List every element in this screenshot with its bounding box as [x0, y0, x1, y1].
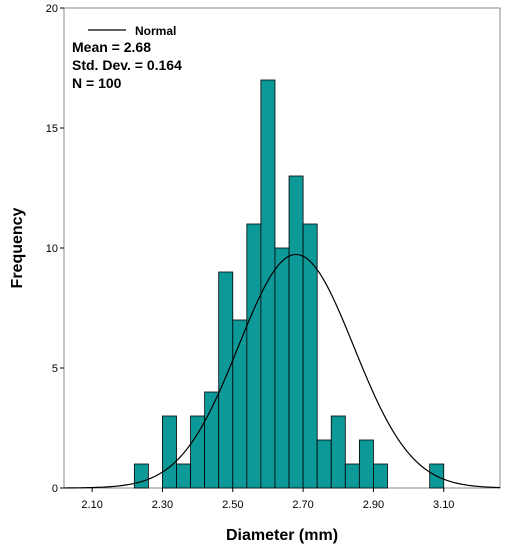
stats-box [66, 10, 216, 98]
histogram-bar [330, 415, 346, 489]
stat-n: N = 100 [72, 75, 122, 91]
y-tick-label: 15 [46, 123, 58, 135]
x-tick-label: 2.90 [363, 499, 384, 511]
y-tick-label: 5 [52, 363, 58, 375]
y-axis-ticks: 0 5 10 15 20 [46, 3, 64, 495]
y-axis-label: Frequency [9, 207, 26, 288]
histogram-bar [288, 175, 304, 489]
x-axis-label: Diameter (mm) [226, 527, 338, 544]
histogram-bar [373, 463, 388, 489]
histogram-bar [274, 247, 290, 489]
histogram-bar [162, 415, 177, 489]
histogram-bar [316, 439, 332, 489]
histogram-bar [190, 415, 206, 489]
x-axis-ticks: 2.10 2.30 2.50 2.70 2.90 3.10 [81, 488, 454, 511]
histogram-bar [260, 79, 276, 489]
x-tick-label: 2.10 [81, 499, 102, 511]
histogram-bar [232, 319, 248, 489]
histogram-bar [218, 271, 234, 489]
histogram-bar [344, 463, 360, 489]
y-tick-label: 0 [52, 483, 58, 495]
histogram-bar [176, 463, 191, 489]
stat-mean: Mean = 2.68 [72, 39, 151, 55]
y-tick-label: 10 [46, 243, 58, 255]
histogram-bar [246, 223, 262, 489]
x-tick-label: 2.50 [222, 499, 243, 511]
histogram-bar [302, 223, 318, 489]
bar-group [133, 79, 445, 489]
histogram-bar [358, 439, 374, 489]
histogram-bar [204, 391, 220, 489]
y-tick-label: 20 [46, 3, 58, 15]
x-tick-label: 3.10 [433, 499, 454, 511]
stat-std-dev: Std. Dev. = 0.164 [72, 57, 182, 73]
legend-label: Normal [135, 24, 176, 38]
histogram-bar [133, 463, 149, 489]
x-tick-label: 2.30 [152, 499, 173, 511]
x-tick-label: 2.70 [292, 499, 313, 511]
normal-curve [63, 253, 501, 489]
